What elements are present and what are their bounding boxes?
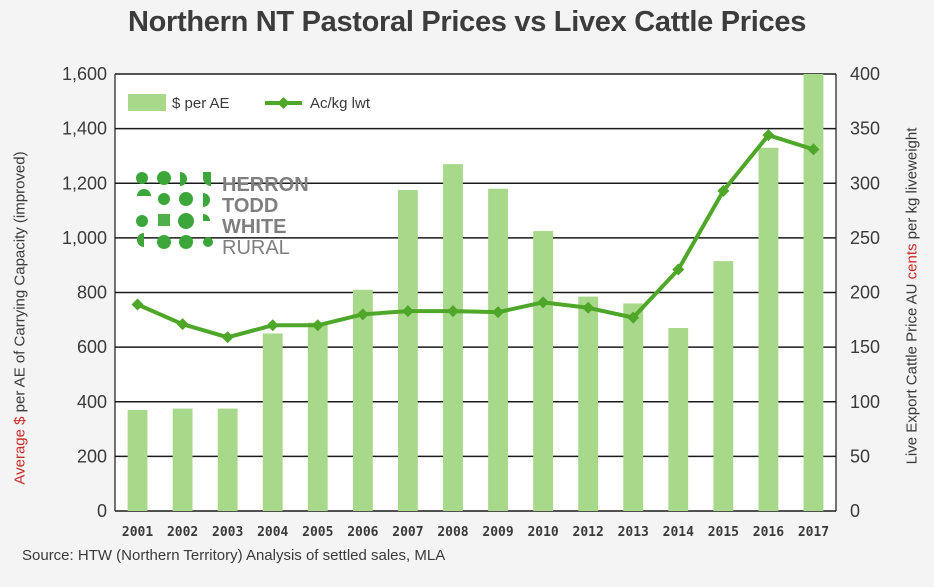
x-tick: 2004 — [257, 525, 288, 540]
x-tick: 2016 — [753, 525, 784, 540]
y-tick-left: 1,600 — [62, 64, 107, 84]
y-tick-left: 200 — [77, 446, 107, 466]
line-series — [131, 129, 820, 344]
y-tick-left: 1,400 — [62, 119, 107, 139]
series-line — [136, 133, 815, 340]
legend: $ per AE Ac/kg lwt — [128, 94, 371, 112]
bar — [127, 409, 148, 511]
bar-series — [127, 74, 824, 511]
legend-label-line: Ac/kg lwt — [310, 95, 371, 112]
x-ticks: 2001 2002 2003 2004 2005 2006 2007 2008 2009 2010… — [122, 525, 829, 540]
y-tick-left: 1,200 — [62, 173, 107, 193]
x-tick: 2008 — [437, 525, 468, 540]
y-tick-right: 0 — [850, 501, 860, 521]
line-marker — [672, 263, 685, 276]
line-marker — [401, 305, 414, 318]
bar — [533, 231, 554, 511]
logo-line-1: HERRON — [222, 174, 309, 196]
line-marker — [627, 311, 640, 324]
y-ticks-left: 0 200 400 600 800 1,000 1,200 1,400 1,600 — [62, 64, 107, 521]
line-marker — [131, 298, 144, 311]
bar — [623, 303, 644, 511]
line-marker — [311, 319, 324, 332]
legend-swatch-bar — [128, 94, 166, 111]
y-tick-left: 600 — [77, 337, 107, 357]
y-tick-right: 100 — [850, 392, 880, 412]
line-marker — [717, 184, 730, 197]
x-tick: 2007 — [392, 525, 423, 540]
y-tick-right: 150 — [850, 337, 880, 357]
bar — [803, 74, 824, 511]
x-tick: 2017 — [798, 525, 829, 540]
y-tick-right: 400 — [850, 64, 880, 84]
bar — [488, 188, 508, 511]
bar — [443, 164, 463, 511]
line-marker — [266, 319, 279, 332]
x-tick: 2010 — [527, 525, 558, 540]
x-tick: 2002 — [167, 525, 198, 540]
bar — [758, 147, 779, 511]
line-marker — [221, 331, 234, 344]
logo-line-4: RURAL — [222, 237, 290, 259]
line-marker — [582, 301, 595, 314]
line-marker — [807, 143, 820, 156]
bar — [578, 296, 599, 511]
x-tick: 2005 — [302, 525, 333, 540]
x-tick: 2006 — [347, 525, 378, 540]
line-marker — [762, 129, 775, 142]
chart-title: Northern NT Pastoral Prices vs Livex Cat… — [127, 6, 807, 38]
y-tick-right: 300 — [850, 173, 880, 193]
bar — [352, 289, 373, 511]
y-tick-left: 1,000 — [62, 228, 107, 248]
y-tick-right: 50 — [850, 446, 870, 466]
y-ticks-right: 0 50 100 150 200 250 300 350 400 — [850, 64, 880, 521]
x-tick: 2015 — [708, 525, 739, 540]
x-tick: 2014 — [663, 525, 694, 540]
line-marker — [176, 318, 189, 331]
source-note: Source: HTW (Northern Territory) Analysi… — [22, 547, 446, 564]
legend-swatch-marker — [277, 97, 290, 109]
x-tick: 2013 — [618, 525, 649, 540]
y-tick-left: 0 — [97, 501, 107, 521]
bar — [217, 408, 238, 511]
bar — [262, 333, 283, 511]
logo-mark — [136, 171, 213, 249]
line-marker — [446, 305, 459, 318]
y-tick-left: 400 — [77, 392, 107, 412]
x-tick: 2001 — [122, 525, 153, 540]
bar — [668, 328, 689, 511]
bar — [172, 408, 193, 511]
logo-line-2: TODD — [222, 195, 278, 217]
y-tick-right: 250 — [850, 228, 880, 248]
x-tick: 2009 — [482, 525, 513, 540]
line-marker — [492, 306, 505, 319]
logo-line-3: WHITE — [222, 216, 286, 238]
x-tick: 2012 — [573, 525, 604, 540]
x-tick: 2003 — [212, 525, 243, 540]
line-marker — [356, 308, 369, 321]
line-marker — [537, 296, 550, 309]
legend-label-bar: $ per AE — [172, 95, 230, 112]
y-tick-left: 800 — [77, 283, 107, 303]
bar — [713, 261, 734, 511]
y-tick-right: 200 — [850, 283, 880, 303]
y-tick-right: 350 — [850, 119, 880, 139]
bar — [397, 190, 418, 511]
logo: HERRON TODD WHITE RURAL — [136, 171, 309, 259]
bar — [307, 322, 328, 511]
